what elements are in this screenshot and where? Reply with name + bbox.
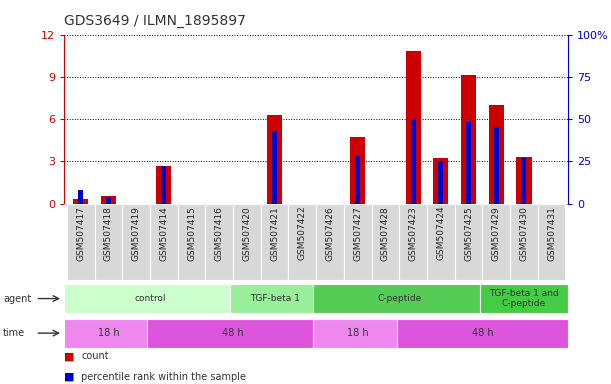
Text: GSM507426: GSM507426 — [326, 206, 335, 261]
FancyBboxPatch shape — [313, 284, 485, 313]
Text: GSM507424: GSM507424 — [436, 206, 445, 260]
FancyBboxPatch shape — [261, 204, 288, 280]
Text: time: time — [3, 328, 25, 338]
Text: GSM507423: GSM507423 — [409, 206, 418, 261]
Bar — [350, 137, 365, 204]
Bar — [521, 158, 527, 204]
FancyBboxPatch shape — [316, 204, 344, 280]
Text: percentile rank within the sample: percentile rank within the sample — [81, 372, 246, 382]
FancyBboxPatch shape — [313, 319, 402, 348]
FancyBboxPatch shape — [178, 204, 205, 280]
Text: TGF-beta 1: TGF-beta 1 — [250, 294, 299, 303]
FancyBboxPatch shape — [233, 204, 261, 280]
Text: GSM507417: GSM507417 — [76, 206, 86, 261]
Text: GSM507420: GSM507420 — [243, 206, 252, 261]
Bar — [433, 159, 448, 204]
Text: GSM507427: GSM507427 — [353, 206, 362, 261]
FancyBboxPatch shape — [455, 204, 482, 280]
FancyBboxPatch shape — [538, 204, 565, 280]
Bar — [161, 166, 166, 204]
Text: 18 h: 18 h — [98, 328, 119, 338]
FancyBboxPatch shape — [480, 284, 568, 313]
Text: GSM507419: GSM507419 — [131, 206, 141, 261]
Text: GSM507431: GSM507431 — [547, 206, 556, 261]
FancyBboxPatch shape — [64, 319, 153, 348]
FancyBboxPatch shape — [150, 204, 178, 280]
FancyBboxPatch shape — [427, 204, 455, 280]
Text: TGF-beta 1 and
C-peptide: TGF-beta 1 and C-peptide — [489, 289, 559, 308]
Text: agent: agent — [3, 293, 31, 304]
Text: 18 h: 18 h — [347, 328, 368, 338]
FancyBboxPatch shape — [147, 319, 319, 348]
Text: GDS3649 / ILMN_1895897: GDS3649 / ILMN_1895897 — [64, 14, 246, 28]
Text: C-peptide: C-peptide — [377, 294, 422, 303]
FancyBboxPatch shape — [95, 204, 122, 280]
Bar — [466, 122, 471, 204]
FancyBboxPatch shape — [67, 204, 95, 280]
Bar — [411, 119, 415, 204]
Text: GSM507430: GSM507430 — [519, 206, 529, 261]
Text: GSM507421: GSM507421 — [270, 206, 279, 261]
Text: GSM507425: GSM507425 — [464, 206, 473, 261]
Text: GSM507418: GSM507418 — [104, 206, 113, 261]
Text: GSM507414: GSM507414 — [159, 206, 169, 261]
Text: ■: ■ — [64, 372, 75, 382]
Text: GSM507429: GSM507429 — [492, 206, 501, 261]
Text: count: count — [81, 351, 109, 361]
FancyBboxPatch shape — [230, 284, 319, 313]
Bar — [106, 197, 111, 204]
Text: GSM507422: GSM507422 — [298, 206, 307, 260]
FancyBboxPatch shape — [371, 204, 399, 280]
FancyBboxPatch shape — [482, 204, 510, 280]
Bar — [406, 51, 421, 204]
FancyBboxPatch shape — [510, 204, 538, 280]
Text: GSM507428: GSM507428 — [381, 206, 390, 261]
Text: 48 h: 48 h — [472, 328, 493, 338]
Bar — [267, 115, 282, 204]
Bar — [156, 166, 172, 204]
FancyBboxPatch shape — [288, 204, 316, 280]
FancyBboxPatch shape — [344, 204, 371, 280]
Text: GSM507416: GSM507416 — [214, 206, 224, 261]
Text: GSM507415: GSM507415 — [187, 206, 196, 261]
FancyBboxPatch shape — [397, 319, 568, 348]
Bar — [355, 156, 360, 204]
Bar — [78, 190, 83, 204]
Bar — [461, 75, 476, 204]
Bar — [489, 105, 504, 204]
FancyBboxPatch shape — [205, 204, 233, 280]
Text: control: control — [134, 294, 166, 303]
FancyBboxPatch shape — [64, 284, 236, 313]
FancyBboxPatch shape — [399, 204, 427, 280]
FancyBboxPatch shape — [122, 204, 150, 280]
Text: ■: ■ — [64, 351, 75, 361]
Text: 48 h: 48 h — [222, 328, 244, 338]
Bar — [101, 197, 116, 204]
Bar — [438, 161, 444, 204]
Bar — [272, 131, 277, 204]
Bar — [516, 157, 532, 204]
Bar — [494, 127, 499, 204]
Bar — [73, 199, 89, 204]
